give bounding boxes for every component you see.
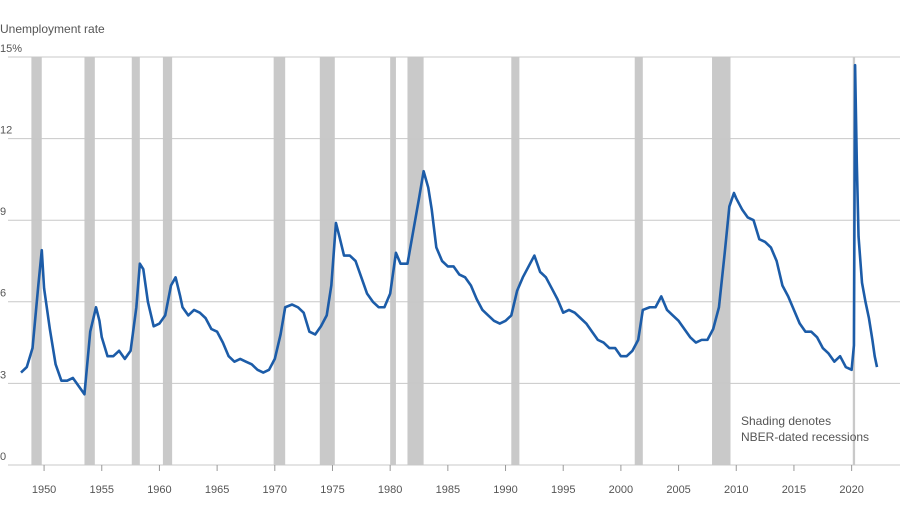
y-tick-label: 3 [0, 369, 6, 381]
recession-band [162, 57, 173, 465]
x-tick-label: 1960 [147, 484, 171, 496]
y-axis-title: Unemployment rate [0, 22, 105, 36]
annotation: NBER-dated recessions [741, 430, 869, 444]
recession-band [511, 57, 520, 465]
x-tick-label: 2015 [782, 484, 806, 496]
y-tick-label: 0 [0, 451, 6, 463]
recession-band [131, 57, 140, 465]
x-tick-label: 1980 [378, 484, 402, 496]
recession-band [273, 57, 286, 465]
y-tick-label: 6 [0, 288, 6, 300]
x-tick-label: 2000 [609, 484, 633, 496]
y-tick-label: 15% [0, 43, 22, 55]
annotation: Shading denotes [741, 414, 831, 428]
x-tick-label: 2020 [839, 484, 863, 496]
x-tick-label: 1965 [205, 484, 229, 496]
x-tick-label: 1970 [263, 484, 287, 496]
recession-band [84, 57, 95, 465]
recession-band [319, 57, 335, 465]
x-tick-label: 1950 [32, 484, 56, 496]
foreground-layer: 0 3 6 9 12 15% 1950 1955 1960 1965 1970 1975 1980 198… [0, 43, 879, 496]
recession-band [712, 57, 731, 465]
recession-band [634, 57, 643, 465]
x-tick-label: 2005 [666, 484, 690, 496]
recession-band [390, 57, 396, 465]
x-tick-label: 1985 [436, 484, 460, 496]
recession-band [31, 57, 42, 465]
x-tick-label: 1975 [320, 484, 344, 496]
x-tick-label: 1995 [551, 484, 575, 496]
y-tick-label: 9 [0, 206, 6, 218]
x-tick-label: 2010 [724, 484, 748, 496]
recession-band [407, 57, 424, 465]
x-tick-label: 1955 [90, 484, 114, 496]
x-tick-label: 1990 [493, 484, 517, 496]
background-layer [8, 56, 900, 471]
y-tick-label: 12 [0, 125, 12, 137]
data-line [20, 63, 879, 396]
